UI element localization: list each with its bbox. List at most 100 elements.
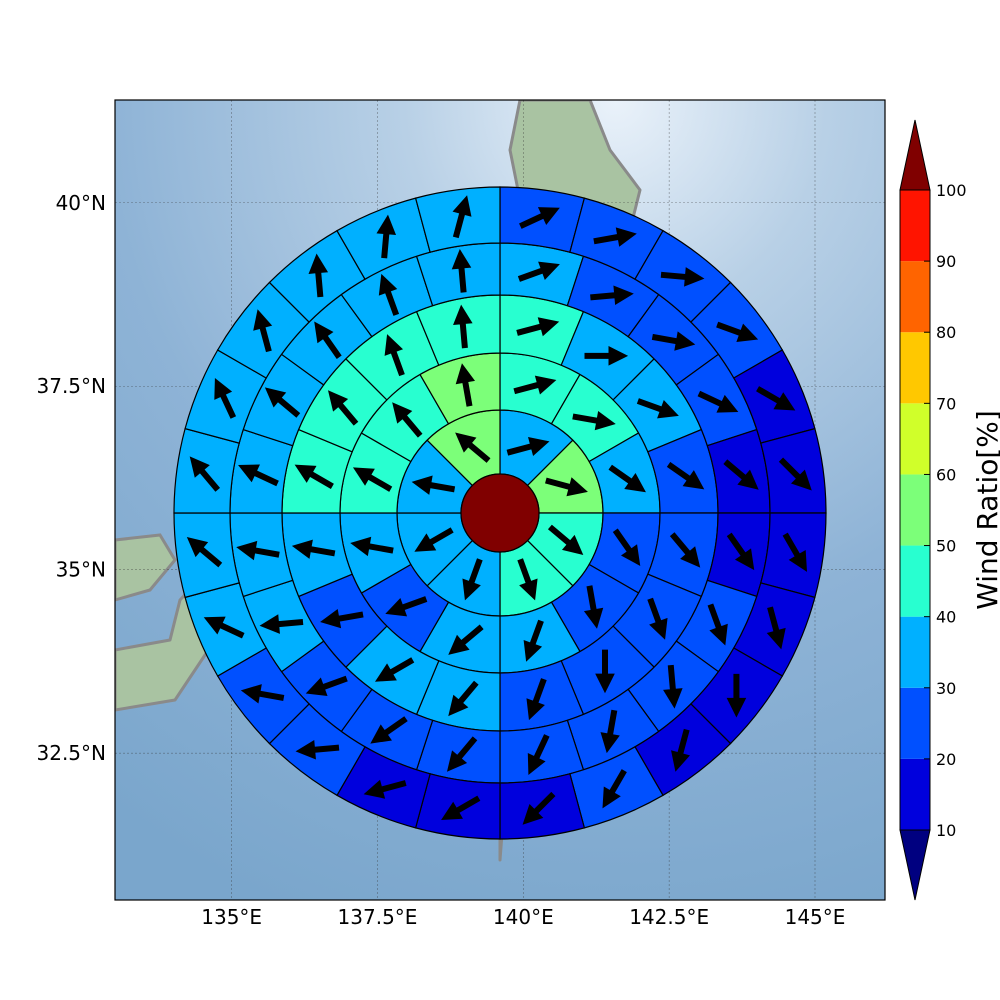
wind-arrow (451, 248, 472, 293)
wind-arrow (513, 375, 557, 395)
colorbar-tick-label: 20 (936, 750, 956, 769)
wind-arrow (600, 709, 620, 754)
wind-arrow (291, 539, 336, 559)
wind-arrow (517, 558, 538, 601)
wind-arrow (295, 739, 340, 760)
y-tick-labels: 32.5°N 35°N 37.5°N 40°N (37, 191, 107, 765)
wind-arrow (647, 597, 668, 640)
wind-arrow (608, 464, 646, 493)
wind-arrow (203, 616, 245, 639)
wind-arrow (378, 273, 400, 316)
wind-arrow (726, 532, 755, 571)
ring-cell (499, 186, 586, 253)
wind-arrow (214, 378, 237, 419)
wind-arrow (411, 475, 456, 495)
map-axes: 135°E 137.5°E 140°E 142.5°E 145°E 32.5°N 35°N… (37, 99, 886, 929)
wind-arrow (376, 214, 397, 259)
y-tick-label: 40°N (56, 191, 106, 215)
wind-arrow (584, 346, 629, 366)
wind-arrow (545, 477, 588, 497)
axes-frame (114, 99, 886, 901)
wind-arrow (506, 437, 550, 456)
wind-arrow (516, 317, 560, 337)
wind-arrow (527, 734, 550, 775)
colorbar-segment (900, 190, 930, 262)
colorbar-frame (899, 189, 931, 831)
x-tick-label: 135°E (201, 905, 262, 929)
wind-arrow (236, 540, 280, 561)
wind-arrow (253, 309, 273, 353)
wind-arrow (238, 464, 279, 487)
wind-arrow (455, 432, 491, 463)
center-disk (460, 473, 540, 553)
wind-arrow (590, 285, 634, 306)
wind-arrow (572, 410, 616, 431)
x-tick-label: 142.5°E (629, 905, 709, 929)
wind-arrow (595, 649, 615, 694)
wind-arrow (259, 614, 304, 634)
wind-arrow (462, 558, 483, 601)
colorbar-tick-label: 80 (936, 323, 956, 342)
wind-arrow (523, 619, 544, 662)
wind-arrow (189, 456, 221, 492)
colorbar: 10 20 30 40 50 60 70 80 90 100 (899, 119, 967, 901)
wind-arrow (186, 537, 223, 568)
wind-arrow (583, 585, 604, 629)
colorbar-segment (900, 403, 930, 475)
colorbar-over-triangle (899, 119, 931, 191)
wind-arrow (264, 387, 301, 418)
wind-arrow (782, 532, 808, 572)
wind-arrow (370, 716, 408, 744)
y-tick-label: 37.5°N (37, 374, 107, 398)
colorbar-tick-label: 60 (936, 465, 956, 484)
colorbar-segment (900, 332, 930, 404)
wind-arrow (294, 464, 334, 489)
wind-arrow (363, 779, 407, 799)
colorbar-label: Wind Ratio[%] (971, 410, 1000, 610)
colorbar-tick-label: 100 (936, 181, 967, 200)
wind-arrow (726, 673, 747, 718)
colorbar-segment (900, 616, 930, 688)
colorbar-segment (900, 758, 930, 830)
wind-arrow (441, 795, 481, 821)
wind-arrow (374, 657, 415, 682)
wind-arrow (602, 769, 627, 809)
wind-arrow (308, 253, 329, 298)
wind-arrows (186, 195, 812, 825)
wind-arrow (517, 261, 560, 282)
colorbar-tick-label: 70 (936, 394, 956, 413)
wind-arrow (636, 398, 679, 419)
wind-arrow (519, 207, 560, 229)
x-tick-label: 137.5°E (338, 905, 418, 929)
wind-arrow (240, 684, 285, 704)
colorbar-segment (900, 474, 930, 546)
wind-arrow (392, 402, 423, 438)
wind-arrow (723, 459, 759, 490)
land-shape (115, 533, 177, 602)
wind-arrow (320, 608, 364, 629)
wind-arrow (414, 527, 454, 552)
wind-arrow (526, 678, 547, 721)
x-tick-label: 145°E (785, 905, 846, 929)
y-tick-label: 32.5°N (37, 741, 107, 765)
wind-arrow (666, 461, 705, 490)
colorbar-segment (900, 687, 930, 759)
wind-arrow (522, 791, 556, 825)
wind-arrow (669, 532, 701, 568)
colorbar-tick-label: 10 (936, 821, 956, 840)
colorbar-under-triangle (899, 829, 931, 901)
wind-arrow (448, 680, 479, 717)
ring-cell (760, 512, 827, 599)
wind-arrow (350, 536, 394, 557)
colorbar-tick-label: 30 (936, 679, 956, 698)
wind-arrow (455, 363, 476, 407)
wind-arrow (384, 334, 405, 377)
wind-ratio-cells (173, 186, 827, 840)
wind-arrow (697, 390, 739, 413)
colorbar-tick-label: 50 (936, 537, 956, 556)
wind-arrow (453, 304, 473, 349)
x-tick-label: 140°E (493, 905, 554, 929)
colorbar-segment (900, 545, 930, 617)
wind-arrow (327, 390, 359, 426)
